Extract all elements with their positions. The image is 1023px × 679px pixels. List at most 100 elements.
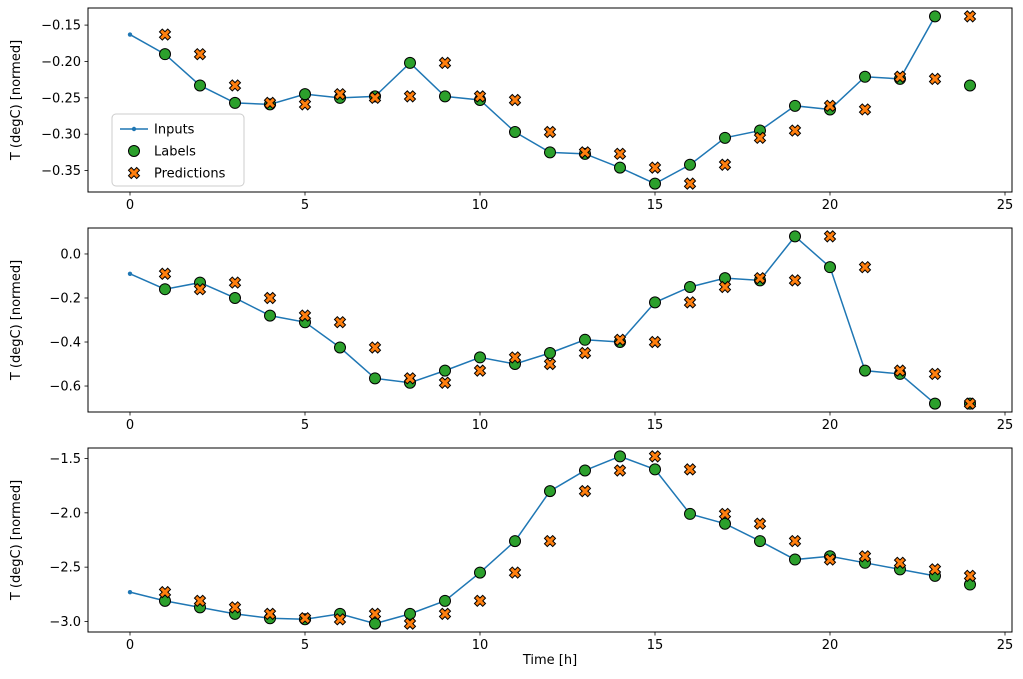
predictions-x-marker bbox=[963, 397, 977, 410]
svg-text:−0.35: −0.35 bbox=[41, 164, 81, 179]
svg-text:−1.5: −1.5 bbox=[49, 452, 81, 467]
labels-circle-marker bbox=[719, 517, 731, 530]
legend-item-labels: Labels bbox=[128, 145, 196, 160]
predictions-x-marker bbox=[263, 607, 277, 621]
labels-circle-marker bbox=[439, 594, 451, 607]
inputs-line bbox=[129, 15, 936, 185]
labels-circle-marker bbox=[649, 177, 661, 190]
predictions-x-marker bbox=[228, 79, 242, 92]
svg-text:20: 20 bbox=[822, 638, 839, 653]
legend-item-predictions: Predictions bbox=[127, 167, 226, 182]
inputs-dot-icon bbox=[131, 126, 137, 132]
svg-text:−0.15: −0.15 bbox=[41, 19, 81, 34]
predictions-x-marker bbox=[508, 566, 522, 579]
svg-text:25: 25 bbox=[997, 198, 1014, 213]
predictions-x-marker bbox=[928, 72, 942, 86]
xlabel: Time [h] bbox=[522, 653, 577, 668]
svg-text:−2.5: −2.5 bbox=[49, 561, 81, 576]
labels-circle-marker bbox=[719, 131, 731, 144]
predictions-x-marker bbox=[543, 534, 557, 548]
legend: Inputs Labels Predictions bbox=[111, 113, 245, 187]
predictions-x-marker bbox=[753, 271, 767, 285]
predictions-x-marker bbox=[858, 103, 872, 116]
predictions-x-marker bbox=[543, 125, 557, 139]
predictions-x-marker bbox=[193, 47, 207, 61]
svg-text:15: 15 bbox=[647, 638, 664, 653]
predictions-x-marker bbox=[718, 507, 732, 521]
svg-text:−0.25: −0.25 bbox=[41, 91, 81, 106]
tick-labels-subplot-2: 0 5 10 15 20 25 −0.6 −0.4 −0.2 0.0 bbox=[49, 247, 1013, 433]
labels-circle-marker bbox=[789, 230, 801, 243]
tick-labels-subplot-1: 0 5 10 15 20 25 −0.35 −0.30 −0.25 −0.20 −0.15 bbox=[41, 19, 1013, 213]
labels-circle-marker bbox=[509, 126, 521, 138]
labels-circle-marker bbox=[929, 10, 941, 23]
predictions-x-marker bbox=[158, 267, 172, 281]
predictions-x-marker bbox=[823, 99, 837, 113]
predictions-x-marker bbox=[683, 296, 697, 309]
labels-circle-marker bbox=[509, 535, 521, 548]
series-inputs bbox=[127, 454, 938, 626]
svg-text:−0.20: −0.20 bbox=[41, 55, 81, 70]
predictions-x-marker bbox=[368, 341, 382, 354]
predictions-x-marker bbox=[893, 556, 907, 570]
labels-circle-marker bbox=[439, 364, 451, 377]
legend-label: Predictions bbox=[154, 167, 226, 182]
labels-circle-marker bbox=[404, 607, 416, 620]
svg-text:20: 20 bbox=[822, 418, 839, 433]
labels-circle-marker bbox=[544, 347, 556, 360]
predictions-x-marker bbox=[508, 351, 522, 364]
labels-circle-marker bbox=[474, 351, 486, 364]
predictions-x-marker bbox=[333, 87, 347, 101]
predictions-x-marker bbox=[473, 594, 487, 608]
axes-box bbox=[87, 227, 1013, 413]
svg-text:−0.30: −0.30 bbox=[41, 128, 81, 143]
labels-circle-marker bbox=[824, 261, 836, 274]
labels-circle-marker bbox=[684, 280, 696, 293]
svg-text:10: 10 bbox=[472, 198, 489, 213]
ylabel-subplot-1: T (degC) [normed] bbox=[9, 40, 24, 161]
predictions-x-marker bbox=[963, 10, 977, 23]
inputs-dot-marker bbox=[127, 32, 133, 37]
labels-circle-marker bbox=[789, 553, 801, 566]
predictions-x-marker bbox=[823, 230, 837, 243]
axes-box bbox=[87, 7, 1013, 193]
svg-text:5: 5 bbox=[301, 198, 309, 213]
predictions-x-marker bbox=[158, 28, 172, 41]
predictions-x-marker bbox=[788, 274, 802, 287]
labels-circle-marker bbox=[229, 96, 241, 109]
labels-circle-marker bbox=[159, 283, 171, 296]
predictions-x-marker bbox=[928, 563, 942, 576]
series-labels bbox=[159, 10, 976, 190]
svg-text:−0.2: −0.2 bbox=[49, 291, 81, 306]
labels-circle-icon bbox=[128, 145, 140, 157]
predictions-x-marker bbox=[788, 124, 802, 137]
labels-circle-marker bbox=[194, 79, 206, 92]
svg-text:10: 10 bbox=[472, 638, 489, 653]
svg-text:0.0: 0.0 bbox=[60, 247, 81, 262]
series-labels bbox=[159, 450, 976, 630]
predictions-x-marker bbox=[298, 611, 312, 625]
labels-circle-marker bbox=[404, 56, 416, 69]
inputs-line bbox=[129, 235, 936, 405]
series-predictions bbox=[158, 10, 977, 190]
series-labels bbox=[159, 230, 976, 410]
predictions-x-marker bbox=[648, 335, 662, 349]
predictions-x-marker bbox=[368, 607, 382, 621]
labels-circle-marker bbox=[754, 535, 766, 548]
predictions-x-marker bbox=[753, 517, 767, 530]
svg-text:−3.0: −3.0 bbox=[49, 615, 81, 630]
svg-text:0: 0 bbox=[126, 418, 134, 433]
predictions-x-marker bbox=[718, 158, 732, 171]
predictions-x-marker bbox=[298, 309, 312, 322]
labels-circle-marker bbox=[579, 464, 591, 477]
svg-text:5: 5 bbox=[301, 638, 309, 653]
labels-circle-marker bbox=[649, 296, 661, 309]
labels-circle-marker bbox=[264, 309, 276, 322]
series-inputs bbox=[127, 14, 938, 186]
predictions-x-marker bbox=[718, 280, 732, 294]
labels-circle-marker bbox=[614, 450, 626, 463]
labels-circle-marker bbox=[229, 291, 241, 304]
inputs-dot-marker bbox=[127, 271, 133, 276]
labels-circle-marker bbox=[439, 90, 451, 103]
predictions-x-marker bbox=[438, 376, 452, 389]
